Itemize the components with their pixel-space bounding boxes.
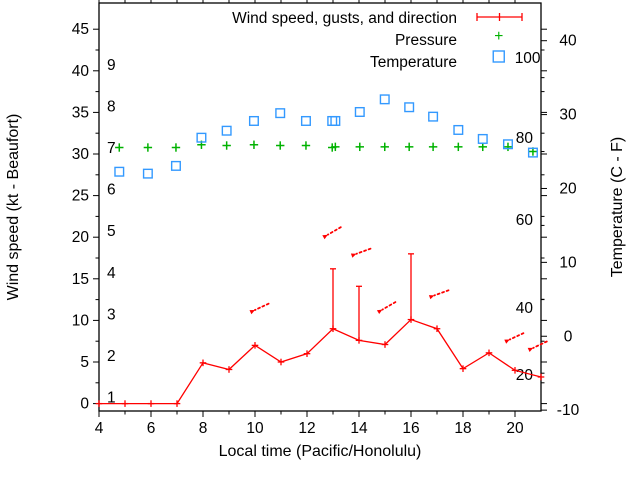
svg-text:5: 5 — [80, 354, 89, 371]
svg-text:6: 6 — [147, 420, 156, 437]
svg-text:40: 40 — [559, 33, 577, 50]
svg-text:10: 10 — [559, 254, 577, 271]
svg-text:20: 20 — [72, 229, 90, 246]
svg-text:40: 40 — [516, 300, 534, 317]
svg-text:Temperature (C - F): Temperature (C - F) — [609, 137, 626, 277]
svg-text:7: 7 — [107, 140, 116, 157]
svg-text:Wind speed, gusts, and directi: Wind speed, gusts, and direction — [232, 10, 457, 27]
svg-text:4: 4 — [107, 265, 116, 282]
svg-text:5: 5 — [107, 223, 116, 240]
svg-text:10: 10 — [72, 312, 90, 329]
svg-text:Wind speed (kt - Beaufort): Wind speed (kt - Beaufort) — [5, 114, 22, 301]
svg-text:100: 100 — [515, 50, 541, 67]
svg-text:20: 20 — [559, 180, 577, 197]
svg-text:6: 6 — [107, 182, 116, 199]
svg-text:3: 3 — [107, 306, 116, 323]
svg-text:30: 30 — [72, 146, 90, 163]
svg-text:80: 80 — [516, 130, 534, 147]
svg-text:20: 20 — [516, 367, 534, 384]
svg-text:60: 60 — [516, 212, 534, 229]
svg-text:14: 14 — [350, 420, 368, 437]
svg-text:Local time (Pacific/Honolulu): Local time (Pacific/Honolulu) — [219, 443, 422, 460]
svg-text:8: 8 — [107, 98, 116, 115]
svg-text:0: 0 — [80, 396, 89, 413]
svg-text:40: 40 — [72, 63, 90, 80]
svg-text:4: 4 — [95, 420, 104, 437]
svg-text:12: 12 — [298, 420, 315, 437]
svg-text:+: + — [494, 28, 503, 45]
svg-text:-10: -10 — [557, 402, 580, 419]
svg-text:16: 16 — [402, 420, 419, 437]
svg-text:25: 25 — [72, 188, 89, 205]
svg-text:10: 10 — [246, 420, 264, 437]
svg-text:18: 18 — [454, 420, 471, 437]
svg-text:9: 9 — [107, 57, 116, 74]
svg-text:Pressure: Pressure — [395, 32, 457, 49]
svg-text:35: 35 — [72, 104, 89, 121]
svg-text:20: 20 — [506, 420, 524, 437]
svg-text:2: 2 — [107, 348, 116, 365]
svg-text:8: 8 — [199, 420, 208, 437]
svg-text:30: 30 — [559, 107, 577, 124]
svg-text:Temperature: Temperature — [370, 54, 457, 71]
svg-text:15: 15 — [72, 271, 89, 288]
svg-text:0: 0 — [564, 328, 573, 345]
svg-text:45: 45 — [72, 21, 89, 38]
